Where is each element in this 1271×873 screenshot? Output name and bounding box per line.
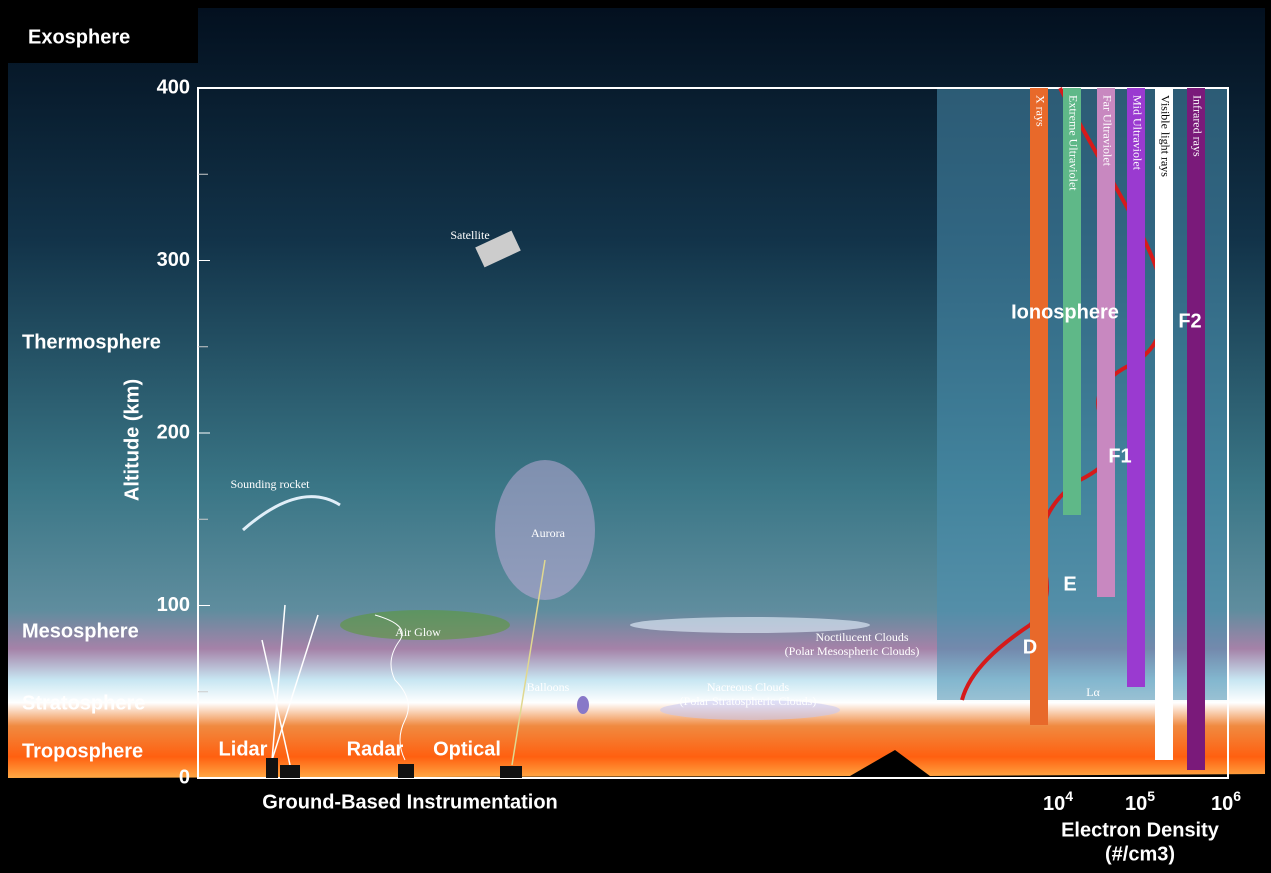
label: Air Glow xyxy=(395,625,441,639)
label: Nacreous Clouds xyxy=(707,680,790,694)
aurora xyxy=(495,460,595,600)
spectrum-bar xyxy=(1187,88,1205,770)
label: Radar xyxy=(347,738,404,760)
label: Sounding rocket xyxy=(231,477,311,491)
tick-exp: 4 xyxy=(1065,788,1073,804)
label: (#/cm3) xyxy=(1105,843,1175,865)
density-tick-label: 105 xyxy=(1125,788,1155,816)
label: 100 xyxy=(157,594,190,616)
label: Balloons xyxy=(527,680,570,694)
spectrum-label: Extreme Ultraviolet xyxy=(1066,95,1080,191)
top-band xyxy=(8,8,198,63)
label: 300 xyxy=(157,249,190,271)
label: Satellite xyxy=(450,228,489,242)
density-tick-label: 104 xyxy=(1043,788,1073,816)
label: (Polar Stratospheric Clouds) xyxy=(680,694,817,708)
spectrum-bar xyxy=(1030,88,1048,725)
label: F2 xyxy=(1178,310,1201,332)
label: Altitude (km) xyxy=(121,379,143,501)
label: (Polar Mesospheric Clouds) xyxy=(785,644,920,658)
spectrum-bar xyxy=(1127,88,1145,687)
spectrum-label: Far Ultraviolet xyxy=(1100,95,1114,167)
tick-exp: 5 xyxy=(1147,788,1155,804)
lidar-beams xyxy=(261,604,319,766)
instrument-huts xyxy=(266,758,522,778)
spectrum-bar xyxy=(1097,88,1115,597)
rocket-trail xyxy=(242,495,341,532)
tick-exp: 6 xyxy=(1233,788,1241,804)
label: Ground-Based Instrumentation xyxy=(262,791,558,813)
spectrum-bar xyxy=(1063,88,1081,515)
label: Lidar xyxy=(219,738,268,760)
label: Exosphere xyxy=(28,26,130,48)
label: Stratosphere xyxy=(22,692,145,714)
label: Thermosphere xyxy=(22,331,161,353)
label: F1 xyxy=(1108,445,1131,467)
spectrum-label: X rays xyxy=(1033,95,1047,127)
spectrum-label: Mid Ultraviolet xyxy=(1130,95,1144,171)
spectrum: X rays Extreme Ultraviolet Far Ultraviolet… xyxy=(1030,88,1205,770)
tick-base: 10 xyxy=(1211,793,1233,815)
label: Aurora xyxy=(531,526,566,540)
spectrum-label: Visible light rays xyxy=(1158,95,1172,177)
tick-base: 10 xyxy=(1043,793,1065,815)
balloon xyxy=(577,696,589,714)
ionosphere-panel xyxy=(937,88,1228,700)
optical-beam xyxy=(511,559,546,766)
spectrum-label: Infrared rays xyxy=(1190,95,1204,157)
ground xyxy=(8,778,1265,868)
label: 400 xyxy=(157,76,190,98)
label: Ionosphere xyxy=(1011,301,1119,323)
tick-base: 10 xyxy=(1125,793,1147,815)
label: 0 xyxy=(179,766,190,788)
label: Optical xyxy=(433,738,501,760)
spectrum-bar xyxy=(1155,88,1173,760)
noctilucent-cloud xyxy=(630,617,870,633)
satellite xyxy=(475,230,521,268)
radar-wave xyxy=(374,614,409,761)
label: Noctilucent Clouds xyxy=(816,630,909,644)
label: 200 xyxy=(157,421,190,443)
label: D xyxy=(1023,636,1037,658)
label: Troposphere xyxy=(22,740,143,762)
label: Lα xyxy=(1086,685,1100,699)
nacreous-cloud xyxy=(660,700,840,720)
label: Mesosphere xyxy=(22,620,139,642)
label: Electron Density xyxy=(1061,819,1220,841)
label: E xyxy=(1063,573,1076,595)
density-tick-label: 106 xyxy=(1211,788,1241,816)
